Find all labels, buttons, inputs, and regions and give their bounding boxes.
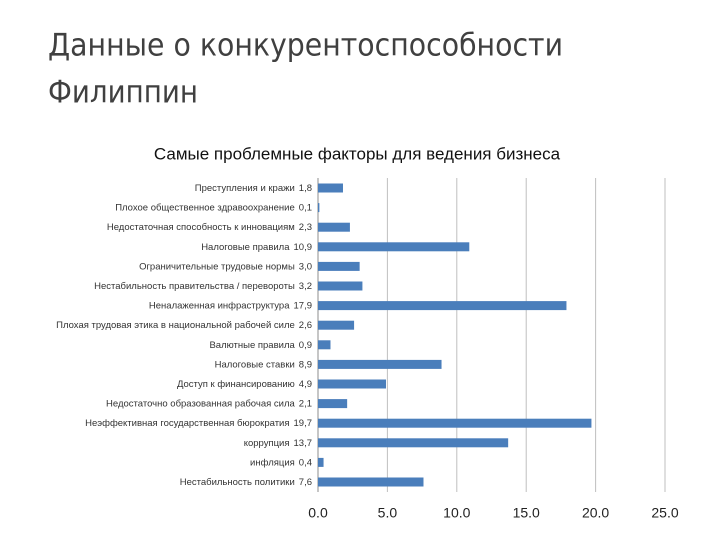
category-label: инфляция 0,4 [250,457,312,468]
category-name: Нестабильность правительства / переворот… [94,281,295,292]
value-label: 2,3 [299,222,312,233]
category-label: коррупция 13,7 [244,437,312,448]
x-tick-label: 25.0 [651,505,678,521]
category-label: Плохая трудовая этика в национальной раб… [56,320,312,331]
category-label: Валютные правила 0,9 [209,339,312,350]
category-label: Налоговые ставки 8,9 [215,359,312,370]
bar [318,320,355,330]
bar [318,242,470,252]
bar [318,203,320,213]
category-name: Преступления и кражи [195,183,295,194]
category-name: Налоговые ставки [215,359,295,370]
bar [318,281,363,291]
category-label: Ограничительные трудовые нормы 3,0 [139,261,312,272]
value-label: 13,7 [294,437,313,448]
value-label: 19,7 [294,418,313,429]
value-label: 0,9 [299,339,312,350]
category-label: Неналаженная инфраструктура 17,9 [149,300,312,311]
bar [318,261,360,271]
value-label: 3,0 [299,261,312,272]
category-label: Доступ к финансированию 4,9 [177,379,312,390]
category-label: Преступления и кражи 1,8 [195,183,312,194]
value-label: 10,9 [294,241,313,252]
value-label: 4,9 [299,379,312,390]
bar [318,222,350,232]
category-name: инфляция [250,457,295,468]
value-label: 2,1 [299,398,312,409]
x-tick-label: 15.0 [513,505,540,521]
category-name: Доступ к финансированию [177,379,295,390]
bar [318,418,592,428]
category-name: Плохая трудовая этика в национальной раб… [56,320,295,331]
value-label: 2,6 [299,320,312,331]
x-tick-label: 20.0 [582,505,609,521]
category-name: Неналаженная инфраструктура [149,300,290,311]
category-name: Нестабильность политики [180,477,295,488]
bar [318,359,442,369]
slide-title: Данные о конкурентоспособности [48,28,563,64]
value-label: 0,4 [299,457,312,468]
bar [318,301,567,311]
category-label: Нестабильность политики 7,6 [180,477,312,488]
bar [318,477,424,487]
value-label: 7,6 [299,477,312,488]
bar [318,340,331,350]
bar [318,457,324,467]
bar [318,379,387,389]
x-tick-label: 5.0 [378,505,398,521]
slide-title: Филиппин [48,75,198,111]
value-label: 0,1 [299,202,312,213]
category-name: Недостаточно образованная рабочая сила [106,398,295,409]
x-tick-label: 10.0 [443,505,470,521]
value-label: 17,9 [294,300,313,311]
category-name: коррупция [244,437,290,448]
value-label: 1,8 [299,183,312,194]
chart-title: Самые проблемные факторы для ведения биз… [154,144,561,163]
category-name: Недостаточная способность к инновациям [107,222,295,233]
category-name: Плохое общественное здравоохранение [115,202,295,213]
x-tick-label: 0.0 [308,505,328,521]
category-label: Недостаточно образованная рабочая сила 2,… [106,398,312,409]
bar [318,399,348,409]
category-name: Неэффективная государственная бюрократия [85,418,289,429]
category-label: Недостаточная способность к инновациям 2,… [107,222,312,233]
category-name: Ограничительные трудовые нормы [139,261,295,272]
bar [318,438,509,448]
category-name: Налоговые правила [201,241,290,252]
value-label: 3,2 [299,281,312,292]
bar [318,183,343,193]
category-label: Плохое общественное здравоохранение 0,1 [115,202,312,213]
category-label: Нестабильность правительства / переворот… [94,281,312,292]
category-label: Налоговые правила 10,9 [201,241,312,252]
value-label: 8,9 [299,359,312,370]
category-name: Валютные правила [209,339,295,350]
category-label: Неэффективная государственная бюрократия… [85,418,312,429]
